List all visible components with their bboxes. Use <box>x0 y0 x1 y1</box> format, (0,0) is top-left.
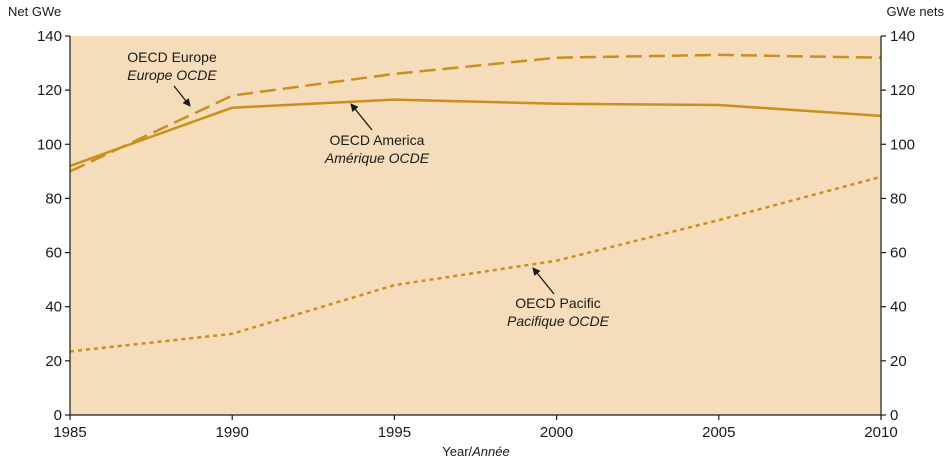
y-tick-label-right: 60 <box>890 245 907 262</box>
annotation-oecd-america-label: OECD America <box>330 132 425 148</box>
y-tick-label-right: 140 <box>890 28 915 45</box>
y-tick-label-left: 140 <box>37 28 62 45</box>
y-tick-label-left: 120 <box>37 82 62 99</box>
annotation-oecd-america: OECD America Amérique OCDE <box>324 103 430 166</box>
series-line-0 <box>69 53 882 173</box>
x-tick-label: 2005 <box>702 424 735 441</box>
y-tick-label-left: 0 <box>54 407 62 424</box>
x-tick-label: 1985 <box>53 424 86 441</box>
x-tick-label: 1990 <box>216 424 249 441</box>
annotation-oecd-pacific: OECD Pacific Pacifique OCDE <box>507 267 610 329</box>
series-line-2 <box>69 175 882 353</box>
series-line-1 <box>69 98 882 168</box>
y-axis-title-left: Net GWe <box>8 4 61 19</box>
annotation-oecd-pacific-arrow <box>532 267 555 295</box>
y-tick-label-right: 120 <box>890 82 915 99</box>
axis-layer: 0 0 20 20 40 40 60 60 80 80 100 100 120 120 140 140 1985… <box>37 28 915 441</box>
y-tick-label-right: 100 <box>890 136 915 153</box>
y-tick-label-right: 80 <box>890 190 907 207</box>
plot-background <box>70 36 881 415</box>
x-tick-label: 2000 <box>540 424 573 441</box>
annotation-oecd-pacific-label-alt: Pacifique OCDE <box>507 313 610 329</box>
y-tick-label-left: 80 <box>45 190 62 207</box>
annotation-oecd-europe: OECD Europe Europe OCDE <box>127 49 217 107</box>
y-tick-label-right: 20 <box>890 353 907 370</box>
annotation-oecd-europe-label-alt: Europe OCDE <box>127 67 217 83</box>
x-axis-title: Year/Année <box>442 444 509 459</box>
x-tick-label: 2010 <box>864 424 897 441</box>
annotation-oecd-america-arrow <box>350 103 373 131</box>
x-tick-label: 1995 <box>378 424 411 441</box>
y-tick-label-right: 0 <box>890 407 898 424</box>
y-tick-label-right: 40 <box>890 299 907 316</box>
y-tick-label-left: 100 <box>37 136 62 153</box>
y-tick-label-left: 40 <box>45 299 62 316</box>
y-tick-label-left: 20 <box>45 353 62 370</box>
y-tick-label-left: 60 <box>45 245 62 262</box>
series-layer <box>69 53 882 353</box>
annotation-oecd-europe-arrow <box>173 85 191 107</box>
annotation-oecd-europe-label: OECD Europe <box>127 49 217 65</box>
y-axis-title-right: GWe nets <box>886 4 944 19</box>
annotation-oecd-america-label-alt: Amérique OCDE <box>324 150 430 166</box>
annotation-oecd-pacific-label: OECD Pacific <box>515 295 601 311</box>
x-axis-title-fr: Année <box>471 444 510 459</box>
x-axis-title-en: Year/ <box>442 444 472 459</box>
